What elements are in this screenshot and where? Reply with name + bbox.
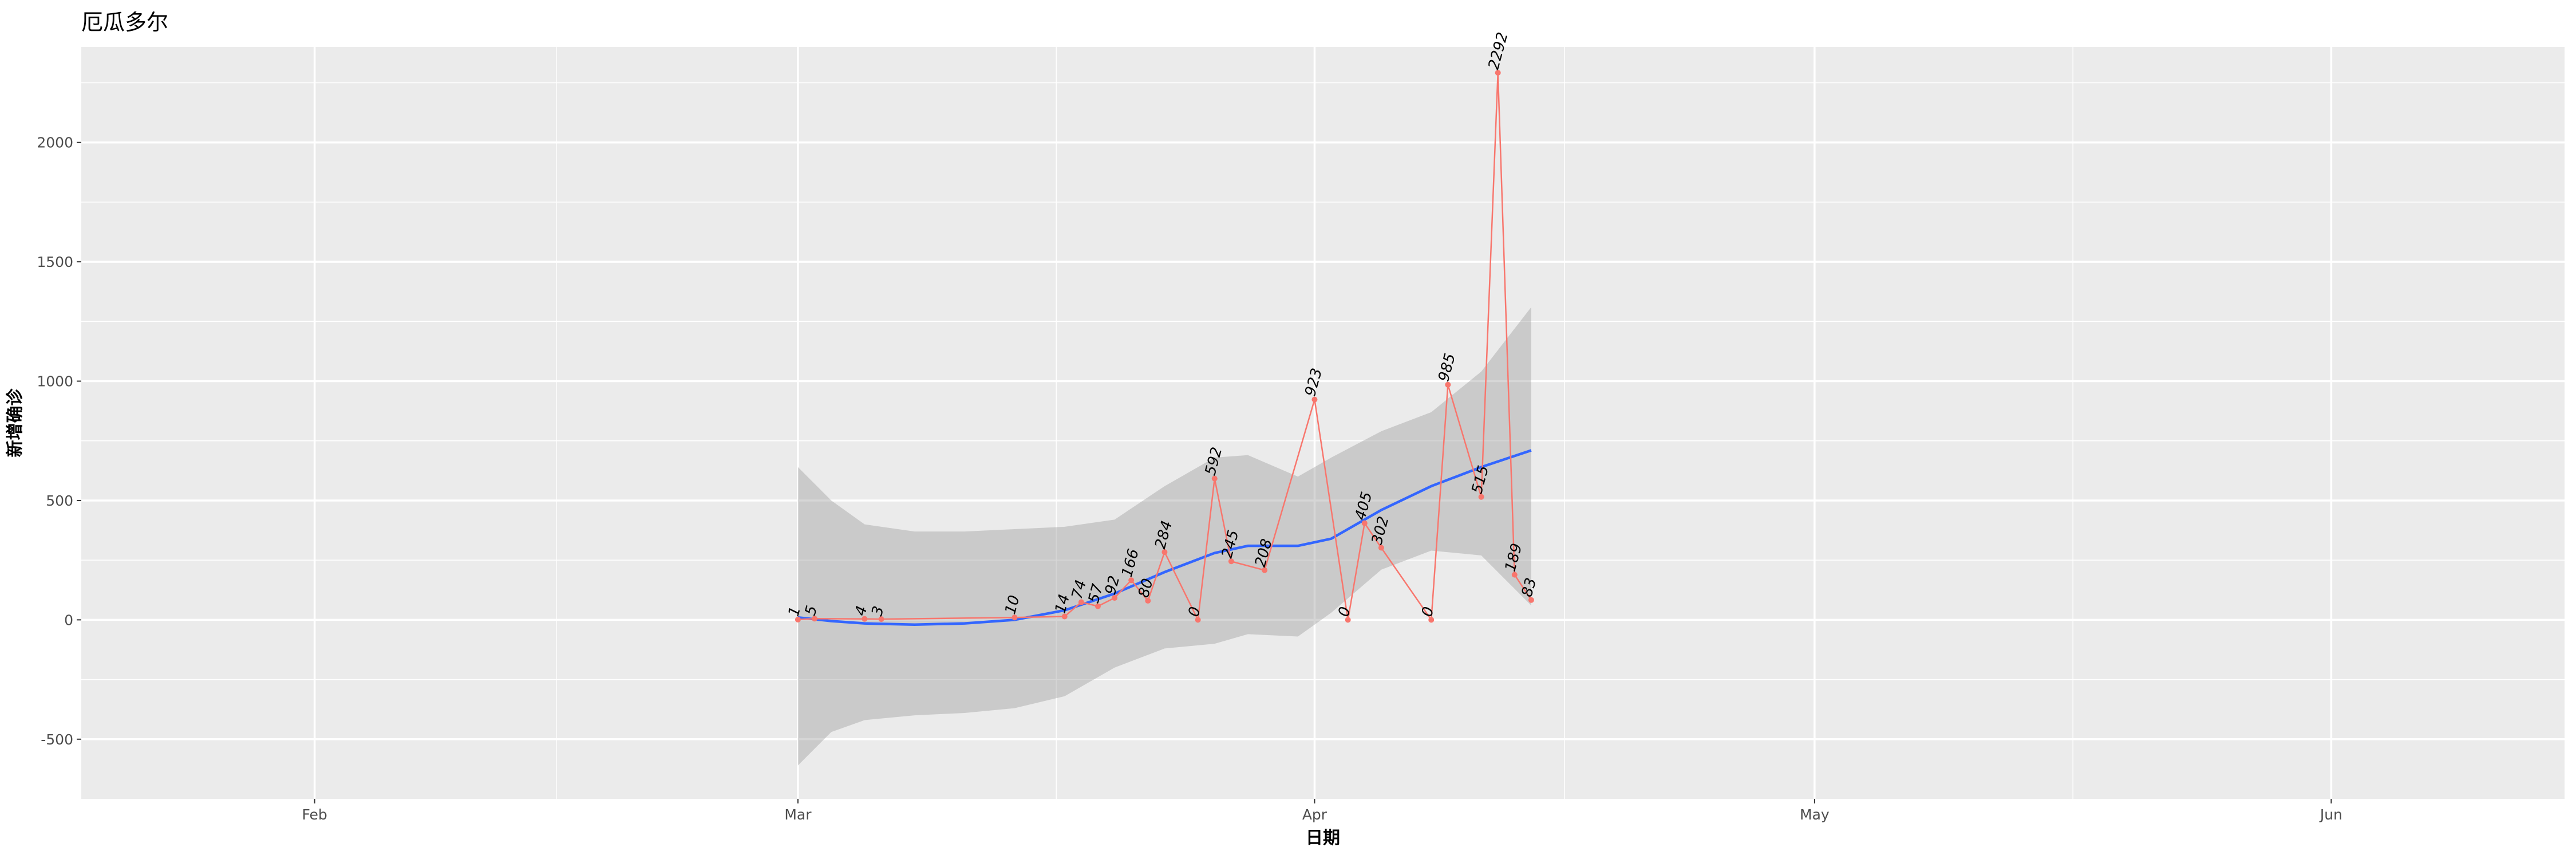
y-tick-label: 500 [46,492,73,509]
confidence-band [797,307,1531,766]
x-axis-ticks: Feb Mar Apr May Jun [302,799,2342,823]
x-tick-label: Apr [1302,806,1327,823]
data-label: 0 [1185,605,1204,618]
data-point [1262,567,1268,573]
x-tick-label: Jun [2319,806,2342,823]
minor-gridlines [81,47,2565,799]
y-tick-label: -500 [41,731,73,748]
major-gridlines [81,47,2565,799]
data-point [1061,613,1068,620]
data-point [1128,577,1135,584]
data-point [1012,614,1018,621]
data-point [1445,381,1451,388]
confidence-band-area [797,307,1531,766]
data-point [1112,595,1118,601]
data-point [1145,598,1151,604]
x-tick-label: Mar [784,806,812,823]
smooth-trend-line [797,449,1532,626]
data-label: 4 [852,604,871,618]
series-line [797,72,1532,622]
data-series [795,70,1534,623]
data-point [1528,597,1534,603]
data-label: 3 [868,604,887,618]
data-point [795,616,801,622]
x-axis-title: 日期 [1306,828,1340,848]
plot-background [81,47,2565,799]
data-point [1428,617,1435,623]
data-point [1478,494,1484,500]
x-tick-label: May [1800,806,1830,823]
data-point [1211,475,1218,482]
data-point [1511,572,1518,578]
smooth-trend [797,449,1532,626]
chart-title: 厄瓜多尔 [81,10,169,35]
data-point [1161,549,1168,555]
y-tick-label: 1500 [37,254,73,270]
data-label: 1 [785,605,804,618]
data-point [1311,396,1318,403]
data-point [1095,603,1101,609]
data-point [1495,70,1501,76]
y-axis-title: 新增确诊 [5,388,25,458]
data-point [1228,558,1234,565]
data-label: 0 [1335,605,1354,618]
y-tick-label: 0 [64,612,73,628]
data-label: 0 [1419,605,1437,618]
data-point [1195,617,1201,623]
data-point [862,616,868,622]
y-tick-label: 1000 [37,373,73,390]
y-axis-ticks: -500 0 500 1000 1500 2000 [37,135,81,748]
data-point [878,616,884,622]
data-point [1078,599,1084,605]
data-point [1378,545,1384,551]
data-point [1345,617,1351,623]
x-tick-label: Feb [302,806,327,823]
data-point [812,616,818,622]
y-tick-label: 2000 [37,135,73,151]
data-point [1361,520,1368,526]
data-label: 5 [802,604,821,617]
